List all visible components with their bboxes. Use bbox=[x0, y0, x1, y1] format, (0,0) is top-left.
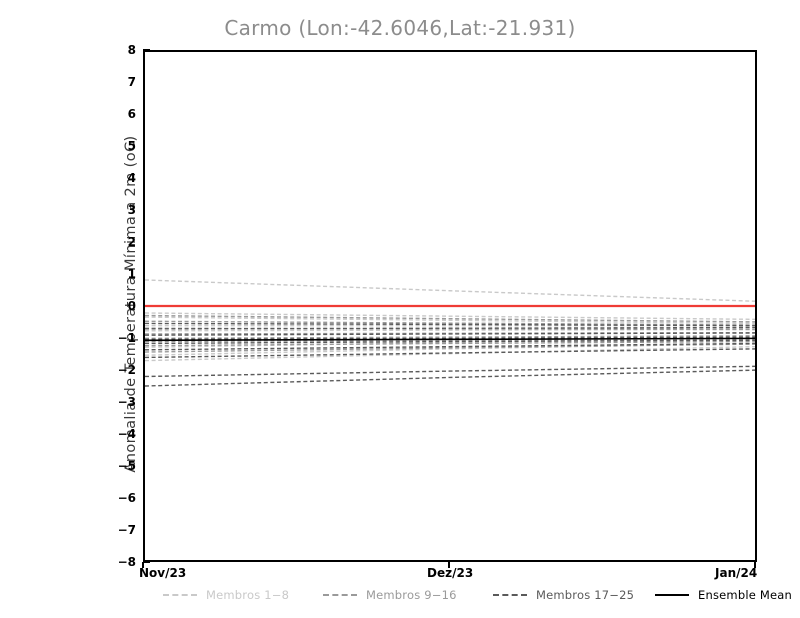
x-tick-mark bbox=[448, 562, 450, 568]
legend-swatch-icon bbox=[163, 594, 197, 596]
series-line bbox=[145, 326, 755, 330]
legend-label: Membros 1−8 bbox=[206, 588, 290, 602]
plot-area bbox=[143, 50, 757, 562]
y-tick-label: 8 bbox=[127, 43, 136, 57]
series-line bbox=[145, 339, 755, 345]
x-tick-label: Jan/24 bbox=[715, 566, 758, 580]
series-line bbox=[145, 369, 755, 387]
y-tick-label: −7 bbox=[117, 523, 136, 537]
series-line bbox=[145, 343, 755, 353]
page-title: Carmo (Lon:-42.6046,Lat:-21.931) bbox=[224, 16, 576, 40]
x-tick-label: Dez/23 bbox=[427, 566, 474, 580]
series-line bbox=[145, 314, 755, 323]
y-tick-label: 6 bbox=[127, 107, 136, 121]
y-tick-mark bbox=[143, 561, 150, 563]
legend-swatch-icon bbox=[323, 594, 357, 596]
legend-item[interactable]: Membros 1−8 bbox=[163, 586, 289, 604]
legend-swatch-icon bbox=[493, 594, 527, 596]
series-line bbox=[145, 316, 755, 325]
series-line bbox=[145, 336, 755, 341]
x-tick-mark bbox=[142, 562, 144, 568]
series-line bbox=[145, 365, 755, 378]
y-tick-label: −1 bbox=[117, 331, 136, 345]
series-line bbox=[145, 340, 755, 347]
legend-item[interactable]: Membros 17−25 bbox=[493, 586, 634, 604]
y-tick-label: −8 bbox=[117, 555, 136, 569]
series-line bbox=[145, 337, 755, 342]
series-line bbox=[145, 312, 755, 321]
series-line bbox=[145, 338, 755, 343]
series-line bbox=[145, 342, 755, 351]
y-tick-label: 2 bbox=[127, 235, 136, 249]
series-line bbox=[145, 335, 755, 340]
y-tick-label: 4 bbox=[127, 171, 136, 185]
series-line bbox=[145, 322, 755, 327]
y-tick-label: 3 bbox=[127, 203, 136, 217]
legend-swatch-icon bbox=[655, 594, 689, 596]
legend-item[interactable]: Membros 9−16 bbox=[323, 586, 457, 604]
y-tick-label: −4 bbox=[117, 427, 136, 441]
legend-label: Membros 17−25 bbox=[536, 588, 635, 602]
x-tick-mark bbox=[754, 562, 756, 568]
y-tick-label: −5 bbox=[117, 459, 136, 473]
y-tick-label: −2 bbox=[117, 363, 136, 377]
legend: Membros 1−8 Membros 9−16 Membros 17−25 Ense… bbox=[143, 586, 792, 604]
series-line bbox=[145, 348, 755, 359]
y-tick-label: −3 bbox=[117, 395, 136, 409]
y-tick-label: 5 bbox=[127, 139, 136, 153]
series-line bbox=[145, 320, 755, 326]
series-line bbox=[145, 279, 755, 302]
y-tick-label: 1 bbox=[127, 267, 136, 281]
legend-label: Membros 9−16 bbox=[366, 588, 457, 602]
y-tick-label: −6 bbox=[117, 491, 136, 505]
legend-item[interactable]: Ensemble Mean bbox=[655, 586, 792, 604]
y-tick-label: 7 bbox=[127, 75, 136, 89]
series-line bbox=[145, 332, 755, 336]
legend-label: Ensemble Mean bbox=[698, 588, 792, 602]
y-tick-label: 0 bbox=[127, 299, 136, 313]
x-tick-label: Nov/23 bbox=[139, 566, 187, 580]
series-lines bbox=[145, 279, 755, 387]
